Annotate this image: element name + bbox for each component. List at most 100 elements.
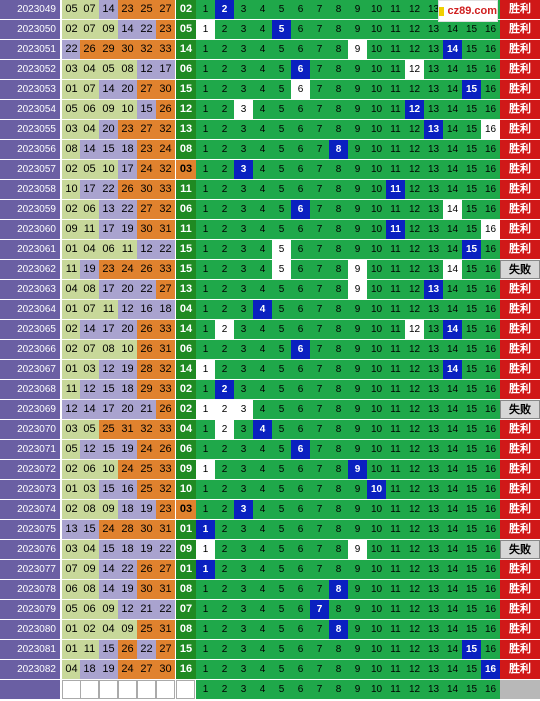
number-cell[interactable]: 8 (329, 60, 348, 79)
number-cell[interactable]: 11 (386, 440, 405, 459)
number-cell[interactable]: 6 (291, 660, 310, 679)
number-cell[interactable]: 8 (329, 660, 348, 679)
hit-number-cell[interactable]: 11 (386, 180, 405, 199)
number-cell[interactable]: 8 (329, 400, 348, 419)
number-cell[interactable]: 14 (443, 600, 462, 619)
number-cell[interactable]: 9 (348, 80, 367, 99)
number-cell[interactable]: 7 (310, 300, 329, 319)
number-cell[interactable]: 7 (310, 660, 329, 679)
number-cell[interactable]: 10 (367, 160, 386, 179)
number-cell[interactable]: 15 (462, 140, 481, 159)
number-cell[interactable]: 3 (234, 480, 253, 499)
number-cell[interactable]: 7 (310, 340, 329, 359)
number-cell[interactable]: 8 (329, 160, 348, 179)
number-cell[interactable]: 7 (310, 520, 329, 539)
number-cell[interactable]: 10 (367, 560, 386, 579)
selection-input-cell[interactable] (156, 680, 175, 699)
number-cell[interactable]: 12 (405, 220, 424, 239)
number-cell[interactable]: 9 (348, 560, 367, 579)
number-cell[interactable]: 14 (443, 540, 462, 559)
number-cell[interactable]: 10 (367, 400, 386, 419)
number-cell[interactable]: 16 (481, 380, 500, 399)
number-cell[interactable]: 10 (367, 540, 386, 559)
number-cell[interactable]: 9 (348, 500, 367, 519)
number-cell[interactable]: 4 (253, 340, 272, 359)
number-cell[interactable]: 5 (272, 440, 291, 459)
number-cell[interactable]: 15 (462, 220, 481, 239)
number-cell[interactable]: 1 (196, 160, 215, 179)
number-cell[interactable]: 16 (481, 320, 500, 339)
number-cell[interactable]: 5 (272, 120, 291, 139)
number-cell[interactable]: 7 (310, 480, 329, 499)
number-cell[interactable]: 7 (310, 80, 329, 99)
number-cell[interactable]: 7 (310, 220, 329, 239)
number-cell[interactable]: 8 (329, 540, 348, 559)
number-cell[interactable]: 1 (196, 540, 215, 559)
number-cell[interactable]: 4 (253, 560, 272, 579)
number-cell[interactable]: 12 (405, 340, 424, 359)
number-cell[interactable]: 5 (272, 60, 291, 79)
number-cell[interactable]: 7 (310, 40, 329, 59)
number-cell[interactable]: 1 (196, 440, 215, 459)
number-cell[interactable]: 6 (291, 360, 310, 379)
number-cell[interactable]: 11 (386, 520, 405, 539)
hit-number-cell[interactable]: 4 (253, 420, 272, 439)
number-cell[interactable]: 11 (386, 380, 405, 399)
number-cell[interactable]: 10 (367, 260, 386, 279)
number-cell[interactable]: 1 (196, 80, 215, 99)
number-cell[interactable]: 8 (329, 320, 348, 339)
number-cell[interactable]: 3 (234, 220, 253, 239)
number-cell[interactable]: 14 (443, 440, 462, 459)
number-cell[interactable]: 15 (462, 260, 481, 279)
number-cell[interactable]: 7 (310, 560, 329, 579)
number-cell[interactable]: 10 (367, 380, 386, 399)
number-cell[interactable]: 12 (405, 500, 424, 519)
number-cell[interactable]: 8 (329, 240, 348, 259)
number-cell[interactable]: 10 (367, 100, 386, 119)
number-cell[interactable]: 14 (443, 620, 462, 639)
number-cell[interactable]: 15 (462, 380, 481, 399)
number-cell[interactable]: 8 (329, 20, 348, 39)
number-cell[interactable]: 15 (462, 420, 481, 439)
number-cell[interactable]: 8 (329, 460, 348, 479)
number-cell[interactable]: 8 (329, 80, 348, 99)
number-cell[interactable]: 5 (272, 380, 291, 399)
hit-number-cell[interactable]: 7 (310, 600, 329, 619)
number-cell[interactable]: 5 (272, 160, 291, 179)
number-cell[interactable]: 9 (348, 140, 367, 159)
number-cell[interactable]: 10 (367, 60, 386, 79)
number-cell[interactable]: 4 (253, 620, 272, 639)
number-cell[interactable]: 5 (272, 340, 291, 359)
number-cell[interactable]: 11 (386, 260, 405, 279)
number-cell[interactable]: 15 (462, 440, 481, 459)
number-cell[interactable]: 6 (291, 400, 310, 419)
number-cell[interactable]: 16 (481, 180, 500, 199)
number-cell[interactable]: 13 (424, 340, 443, 359)
number-cell[interactable]: 6 (291, 100, 310, 119)
number-cell[interactable]: 9 (348, 0, 367, 19)
number-cell[interactable]: 13 (424, 360, 443, 379)
hit-number-cell[interactable]: 13 (424, 120, 443, 139)
number-cell[interactable]: 15 (462, 160, 481, 179)
number-cell[interactable]: 11 (386, 240, 405, 259)
number-cell[interactable]: 5 (272, 400, 291, 419)
number-cell[interactable]: 11 (386, 200, 405, 219)
number-cell[interactable]: 16 (481, 600, 500, 619)
hit-number-cell[interactable]: 15 (462, 240, 481, 259)
number-cell[interactable]: 4 (253, 380, 272, 399)
number-cell[interactable]: 14 (443, 200, 462, 219)
number-cell[interactable]: 12 (405, 520, 424, 539)
number-cell[interactable]: 5 (272, 540, 291, 559)
hit-number-cell[interactable]: 8 (329, 140, 348, 159)
number-cell[interactable]: 9 (348, 580, 367, 599)
number-cell[interactable]: 8 (329, 180, 348, 199)
number-cell[interactable]: 15 (462, 40, 481, 59)
number-cell[interactable]: 11 (386, 320, 405, 339)
number-cell[interactable]: 2 (215, 400, 234, 419)
number-cell[interactable]: 16 (481, 200, 500, 219)
number-cell[interactable]: 11 (386, 500, 405, 519)
number-cell[interactable]: 3 (234, 40, 253, 59)
number-cell[interactable]: 16 (481, 560, 500, 579)
number-cell[interactable]: 12 (405, 420, 424, 439)
footer-number-cell[interactable]: 11 (386, 680, 405, 699)
